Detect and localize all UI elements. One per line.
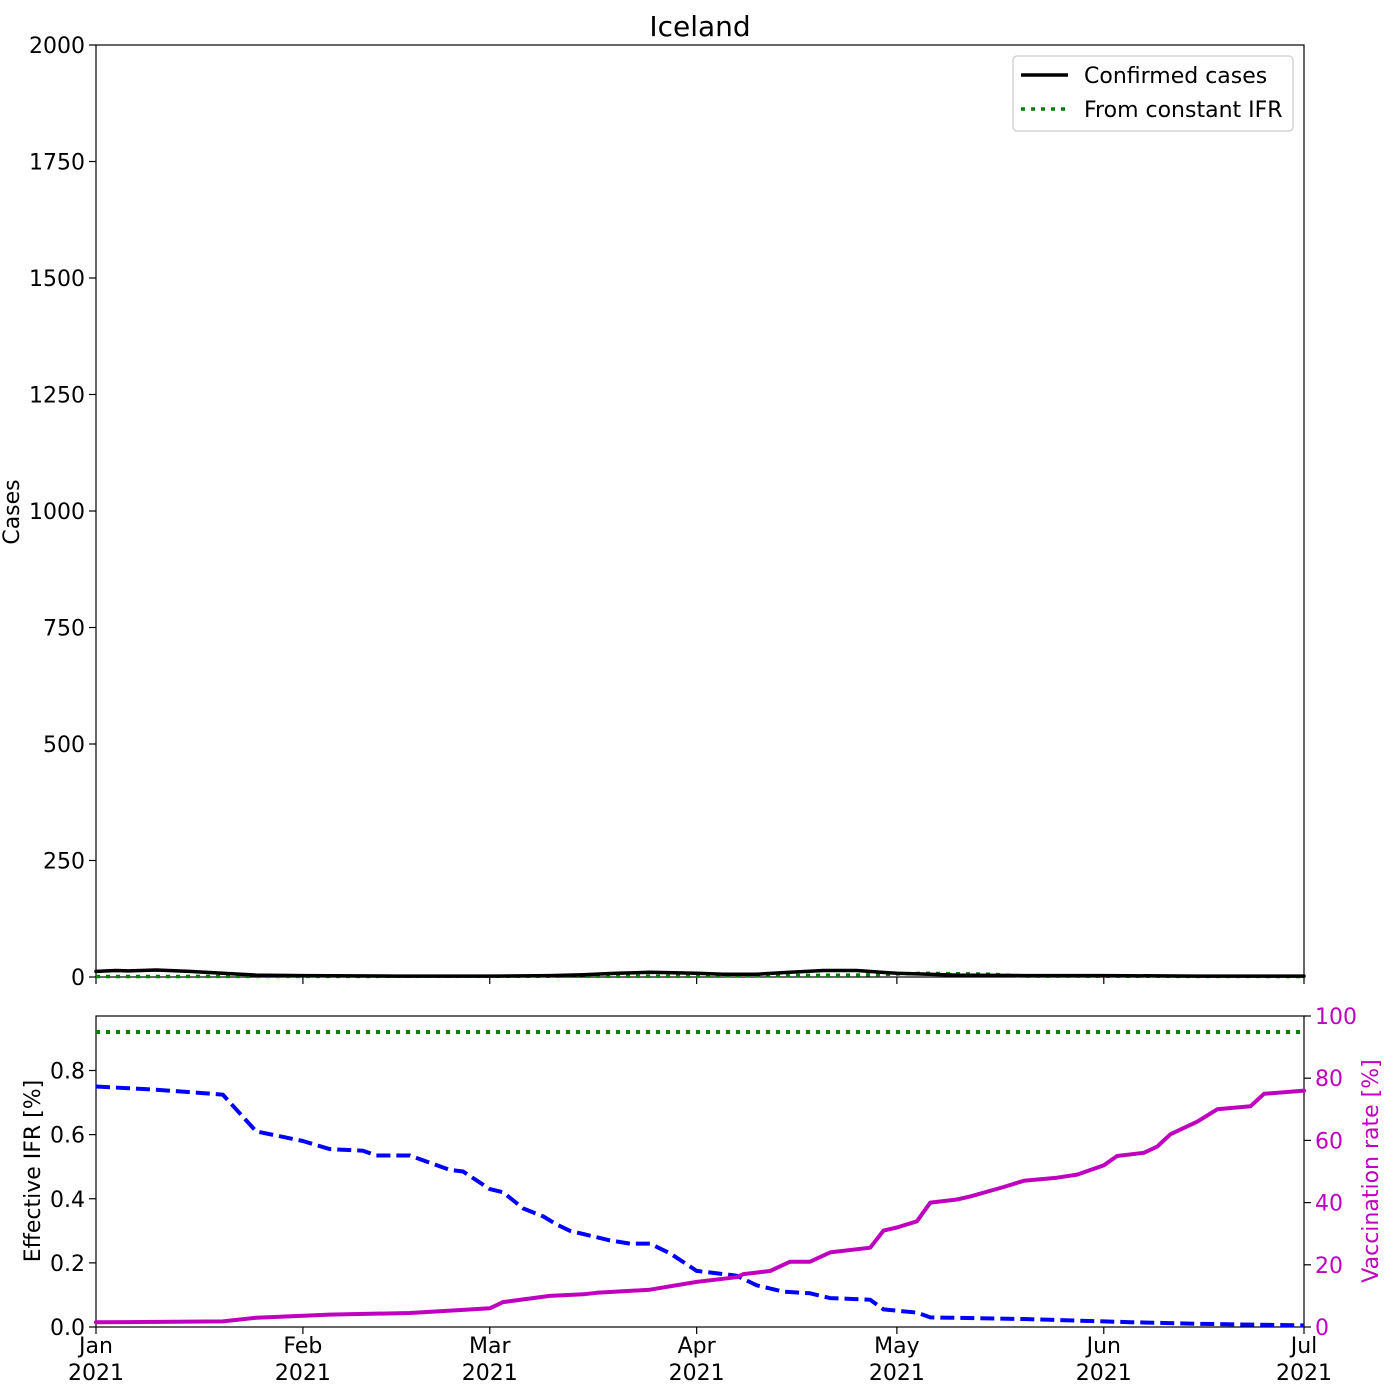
series-from-constant-ifr [95, 971, 1305, 979]
top-y-tick-label: 1500 [29, 267, 85, 292]
top-y-tick-label: 1750 [29, 151, 85, 176]
bottom-y-tick-label: 0.2 [50, 1252, 85, 1277]
top-y-tick-label: 250 [43, 850, 85, 875]
bottom-y-tick-label: 0.6 [50, 1124, 85, 1149]
x-tick-label-year: 2021 [462, 1361, 518, 1386]
bottom-y2-tick-label: 40 [1315, 1192, 1343, 1217]
bottom-y2-tick-label: 20 [1315, 1254, 1343, 1279]
x-tick-label-year: 2021 [1276, 1361, 1332, 1386]
x-tick-label-year: 2021 [669, 1361, 725, 1386]
x-tick-label-month: Jun [1085, 1334, 1121, 1359]
x-tick-label-month: Apr [678, 1334, 717, 1359]
legend-layer: Confirmed cases From constant IFR [1012, 55, 1294, 132]
top-y-tick-label: 1250 [29, 384, 85, 409]
top-y-tick-label: 0 [71, 966, 85, 991]
bottom-y2-tick-label: 80 [1315, 1067, 1343, 1092]
bottom-y-tick-label: 0.4 [50, 1188, 85, 1213]
top-y-tick-label: 1000 [29, 500, 85, 525]
bottom-y-tick-label: 0.0 [50, 1316, 85, 1341]
series-layer [94, 968, 1306, 1328]
x-tick-label-year: 2021 [275, 1361, 331, 1386]
legend-box [1012, 55, 1294, 132]
bottom-y2-axis-label: Vaccination rate [%] [1359, 1059, 1384, 1282]
top-y-tick-label: 2000 [29, 34, 85, 59]
x-tick-label-year: 2021 [869, 1361, 925, 1386]
bottom-y2-tick-label: 60 [1315, 1129, 1343, 1154]
top-y-tick-label: 500 [43, 733, 85, 758]
legend-label: From constant IFR [1084, 98, 1283, 123]
x-tick-label-month: Mar [469, 1334, 511, 1359]
top-plot-frame [95, 44, 1305, 978]
bottom-y2-tick-label: 0 [1315, 1316, 1329, 1341]
bottom-plot-frame [95, 1015, 1305, 1328]
bottom-y-tick-label: 0.8 [50, 1060, 85, 1085]
top-chart-title: Iceland [649, 10, 750, 43]
series-vaccination-rate [94, 1088, 1306, 1325]
x-tick-label-month: Jul [1289, 1334, 1318, 1359]
x-tick-label-month: Jan [77, 1334, 113, 1359]
bottom-y-axis-label: Effective IFR [%] [21, 1080, 46, 1262]
x-tick-label-year: 2021 [1076, 1361, 1132, 1386]
top-y-tick-label: 750 [43, 617, 85, 642]
bottom-y2-tick-label: 100 [1315, 1005, 1357, 1030]
top-y-axis-label: Cases [0, 479, 25, 544]
series-confirmed-cases [94, 968, 1306, 978]
x-tick-label-month: Feb [283, 1334, 322, 1359]
legend-label: Confirmed cases [1084, 64, 1267, 89]
x-tick-label-month: May [874, 1334, 919, 1359]
series-effective-ifr [95, 1084, 1305, 1328]
x-tick-label-year: 2021 [68, 1361, 124, 1386]
axes-layer: 0250500750100012501500175020000.00.20.40… [29, 34, 1357, 1386]
